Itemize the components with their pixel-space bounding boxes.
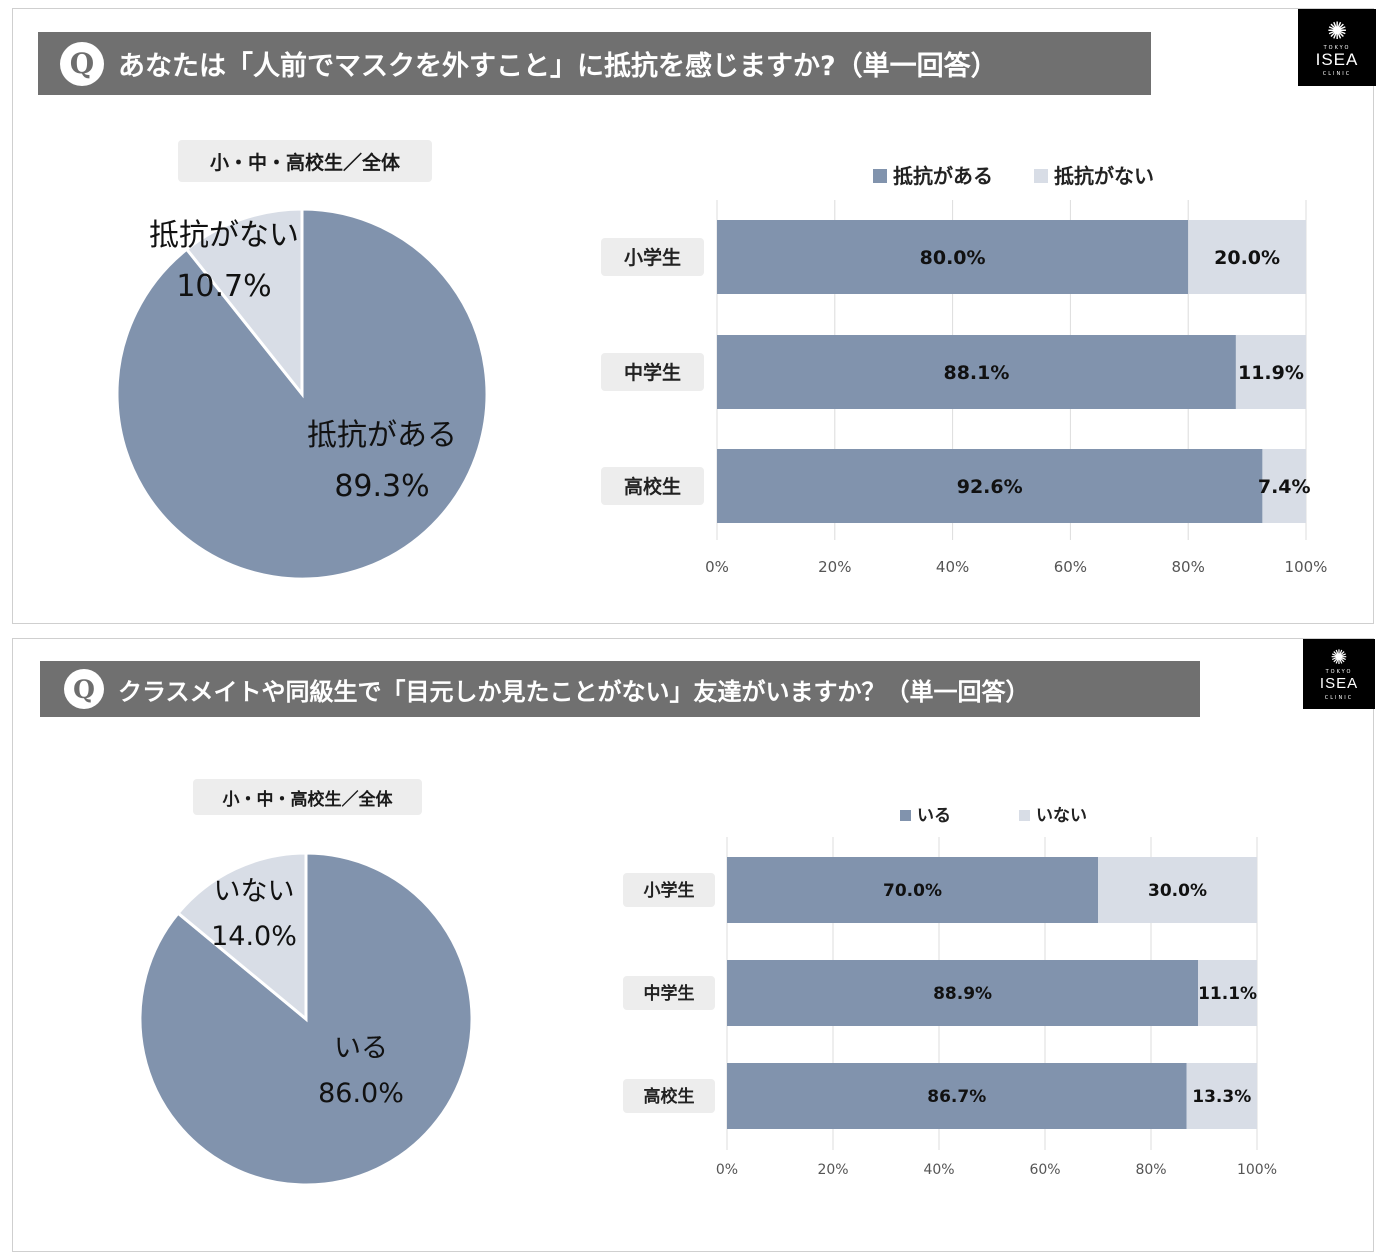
bar-segment	[717, 220, 1189, 294]
legend-swatch	[900, 810, 911, 821]
pie-title: 小・中・高校生／全体	[178, 140, 432, 182]
isea-logo: ✺ TOKYO ISEA CLINIC	[1303, 639, 1375, 709]
category-label: 高校生	[624, 475, 681, 498]
pie-slice-1	[175, 851, 308, 1023]
bar-segment	[717, 335, 1236, 409]
legend-label: いる	[917, 806, 951, 826]
question-mark-icon: Q	[60, 41, 104, 86]
category-box	[623, 873, 715, 907]
bar-segment	[1262, 449, 1306, 523]
x-tick-label: 40%	[936, 558, 969, 576]
bar-value-label: 20.0%	[1214, 247, 1280, 269]
bar-segment	[1188, 220, 1306, 294]
question-text: あなたは「人前でマスクを外すこと」に抵抗を感じますか?（単一回答）	[118, 51, 998, 82]
pie-slice-1	[184, 207, 304, 399]
bar-segment	[1098, 857, 1257, 923]
pie-value: 86.0%	[318, 1078, 404, 1109]
question-text: クラスメイトや同級生で「目元しか見たことがない」友達がいますか？（単一回答）	[118, 677, 1030, 706]
legend-swatch	[1034, 169, 1048, 183]
category-label: 中学生	[624, 361, 681, 384]
category-box	[601, 353, 704, 391]
bar-value-label: 13.3%	[1192, 1087, 1251, 1107]
bar-segment	[1235, 335, 1306, 409]
pie-value: 89.3%	[334, 469, 429, 504]
flower-icon: ✺	[1330, 645, 1348, 669]
category-label: 小学生	[624, 246, 681, 269]
bar-value-label: 88.9%	[933, 984, 992, 1004]
question-banner: Q あなたは「人前でマスクを外すこと」に抵抗を感じますか?（単一回答）	[38, 32, 1151, 95]
pie-title: 小・中・高校生／全体	[193, 779, 422, 815]
category-box	[623, 976, 715, 1010]
x-tick-label: 0%	[716, 1162, 738, 1178]
x-tick-label: 80%	[1135, 1162, 1166, 1178]
category-label: 中学生	[644, 983, 695, 1004]
x-tick-label: 80%	[1172, 558, 1205, 576]
category-label: 高校生	[644, 1086, 695, 1107]
legend-label: 抵抗がない	[1054, 164, 1154, 188]
question-mark-icon: Q	[64, 669, 104, 709]
x-tick-label: 60%	[1054, 558, 1087, 576]
pie-label: いる	[334, 1033, 388, 1064]
category-label: 小学生	[644, 880, 695, 901]
x-tick-label: 60%	[1029, 1162, 1060, 1178]
bar-value-label: 86.7%	[927, 1087, 986, 1107]
bar-segment	[727, 960, 1199, 1026]
legend-label: 抵抗がある	[893, 164, 993, 188]
legend-swatch	[873, 169, 887, 183]
chart-area-1: 抵抗がある 89.3% 抵抗がない 10.7% 0% 20% 40% 60% 80% 100% 抵抗…	[115, 164, 1328, 581]
question-banner: Q クラスメイトや同級生で「目元しか見たことがない」友達がいますか？（単一回答）	[40, 661, 1200, 717]
pie-label: いない	[214, 876, 295, 907]
bar-value-label: 70.0%	[883, 881, 942, 901]
bar-value-label: 30.0%	[1148, 881, 1207, 901]
bar-segment	[1186, 1063, 1257, 1129]
pie-value: 10.7%	[176, 269, 271, 304]
bar-value-label: 11.1%	[1198, 984, 1257, 1004]
isea-logo: ✺ TOKYO ISEA CLINIC	[1298, 9, 1376, 86]
legend-swatch	[1019, 810, 1030, 821]
bar-value-label: 92.6%	[957, 476, 1023, 498]
bar-value-label: 88.1%	[943, 362, 1009, 384]
category-box	[601, 238, 704, 276]
bar-value-label: 11.9%	[1238, 362, 1304, 384]
x-tick-label: 20%	[818, 558, 851, 576]
category-box	[601, 467, 704, 505]
category-box	[623, 1079, 715, 1113]
x-tick-label: 20%	[817, 1162, 848, 1178]
bar-value-label: 80.0%	[920, 247, 986, 269]
bar-segment	[727, 857, 1098, 923]
pie-label: 抵抗がある	[307, 418, 457, 453]
bar-value-label: 7.4%	[1258, 476, 1311, 498]
bar-segment	[1198, 960, 1257, 1026]
bar-segment	[717, 449, 1263, 523]
pie-value: 14.0%	[211, 921, 297, 952]
x-tick-label: 100%	[1285, 558, 1328, 576]
x-tick-label: 100%	[1237, 1162, 1277, 1178]
legend-label: いない	[1036, 806, 1087, 826]
bar-segment	[727, 1063, 1187, 1129]
pie-label: 抵抗がない	[149, 218, 299, 253]
x-tick-label: 0%	[705, 558, 729, 576]
x-tick-label: 40%	[923, 1162, 954, 1178]
flower-icon: ✺	[1326, 17, 1348, 45]
